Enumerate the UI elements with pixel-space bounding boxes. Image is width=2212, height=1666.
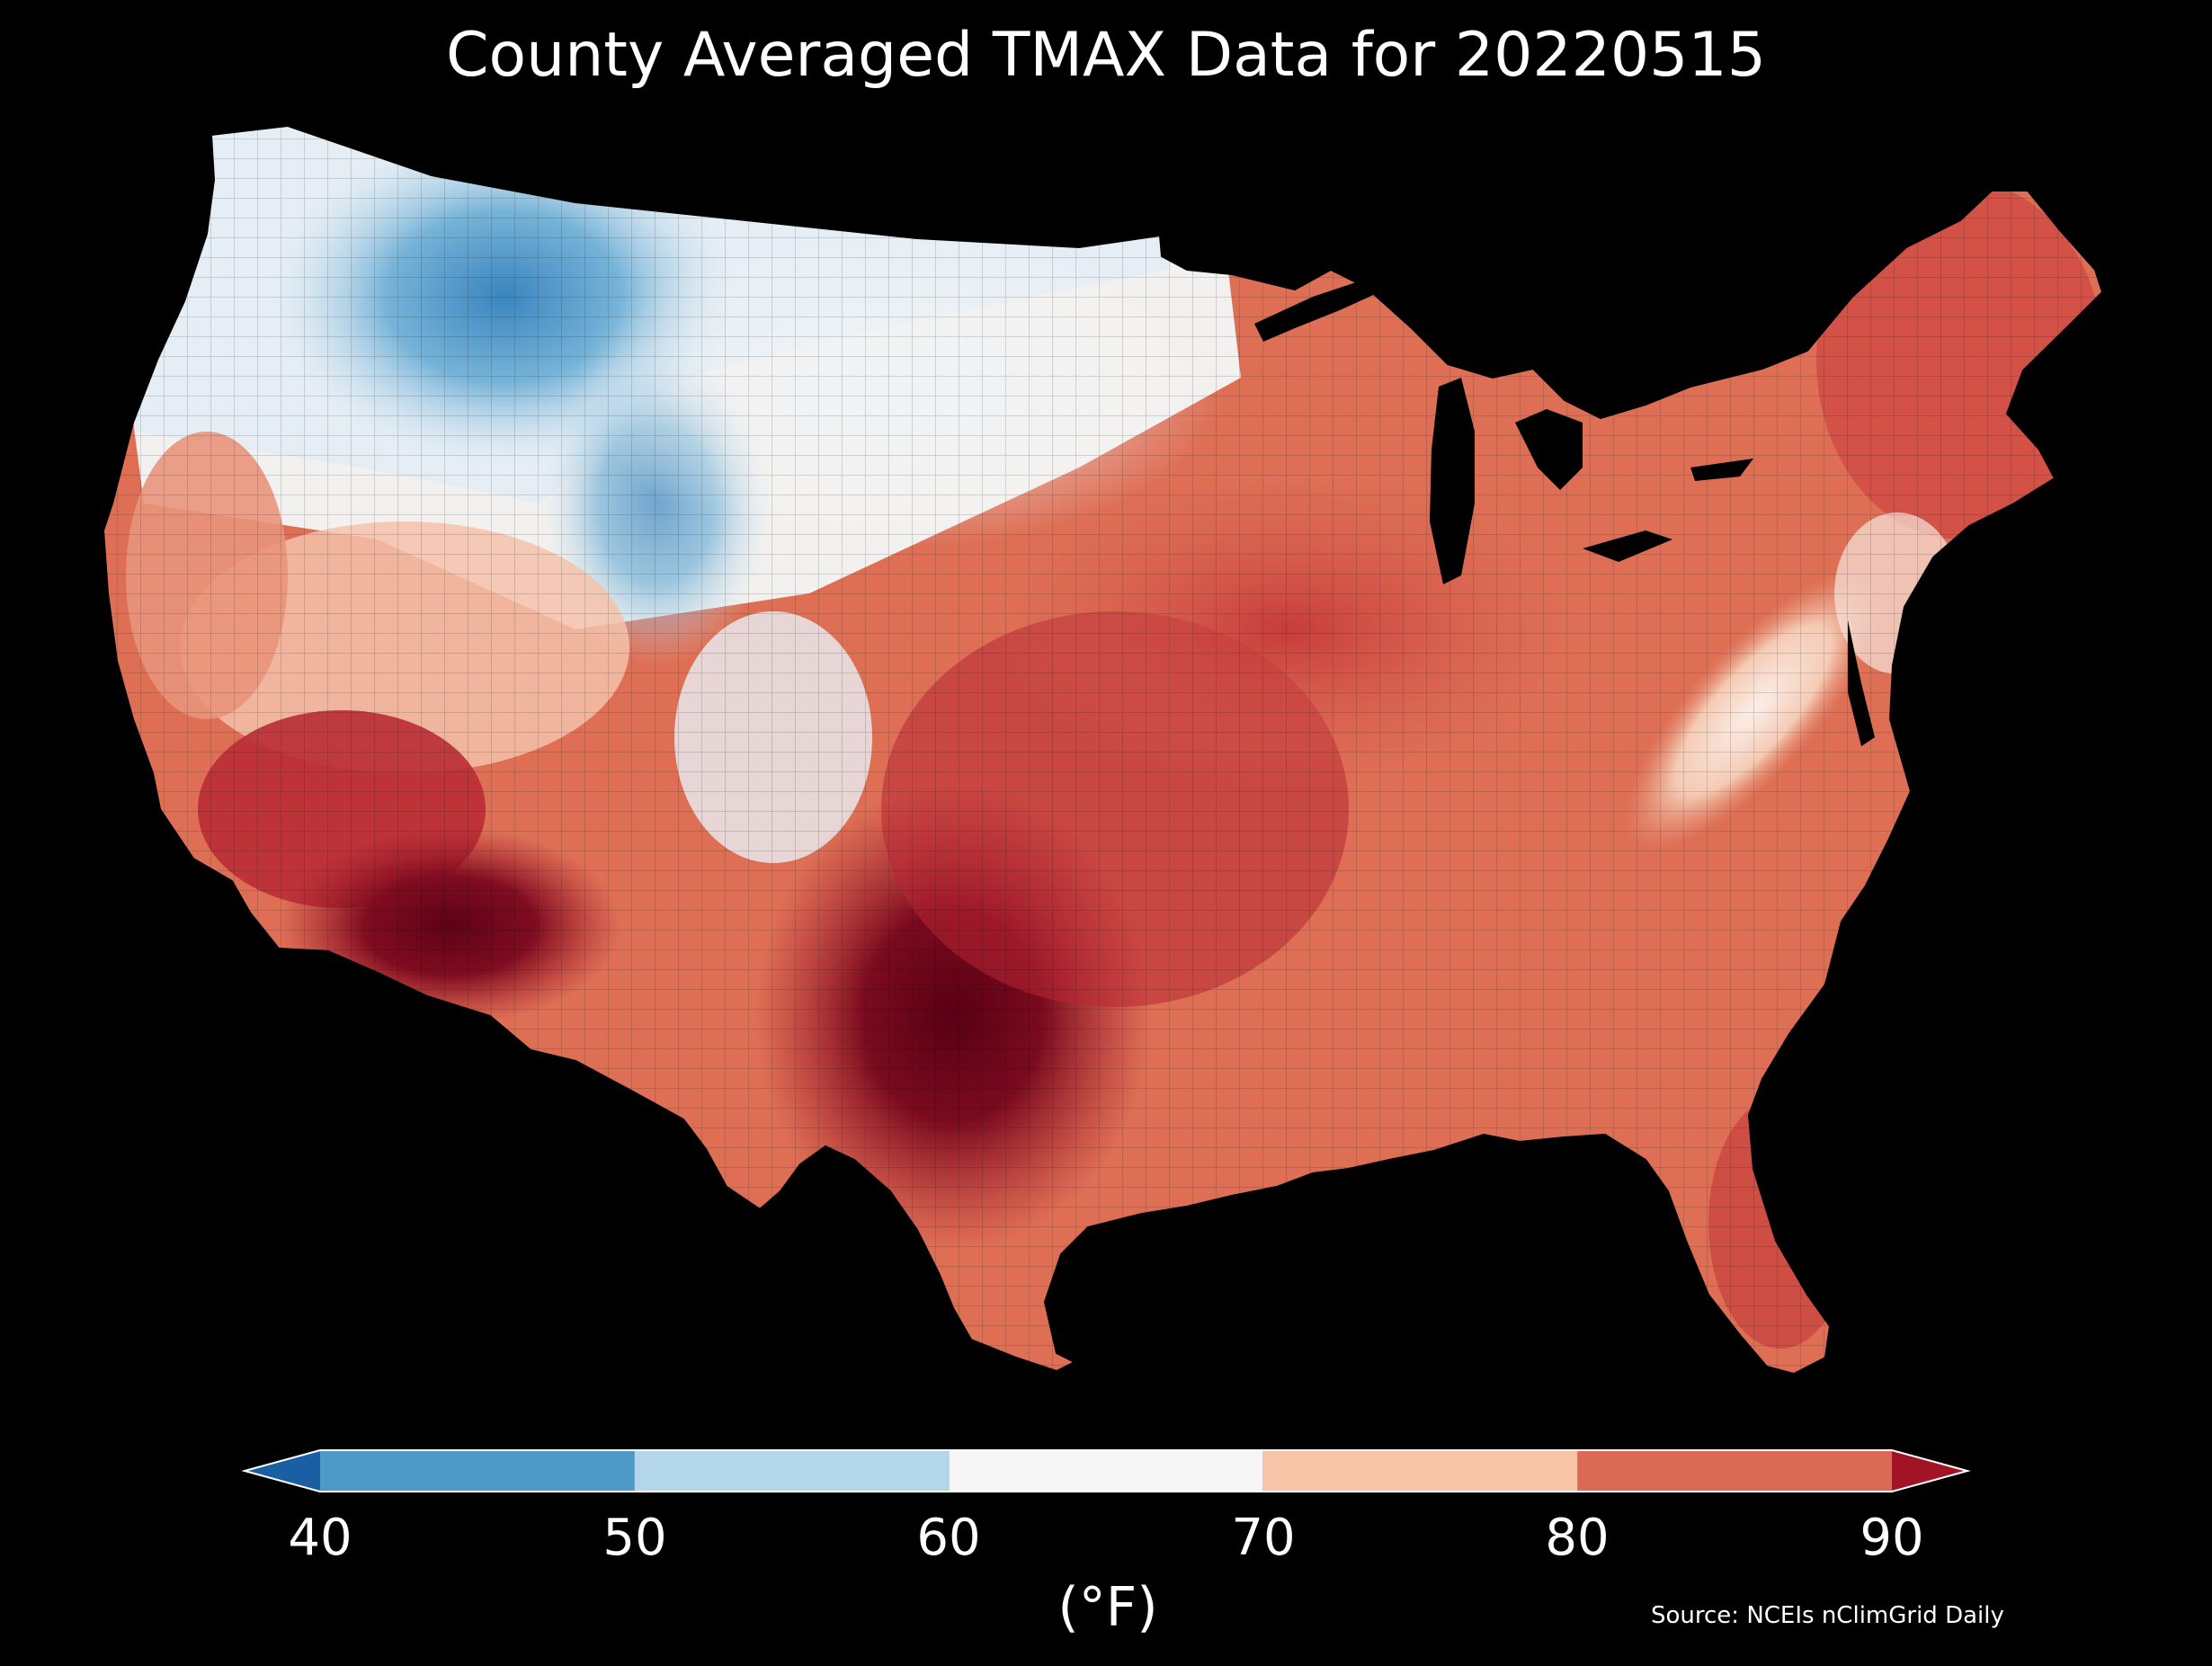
colorbar-over-arrow — [1892, 1450, 1967, 1492]
source-credit: Source: NCEIs nClimGrid Daily — [1651, 1602, 2004, 1629]
colorbar-bin — [634, 1450, 950, 1492]
colorbar-bin — [1262, 1450, 1578, 1492]
colorbar-bin — [1577, 1450, 1892, 1492]
lake-huron — [1515, 409, 1583, 490]
colorbar-tick-label: 90 — [1860, 1509, 1924, 1567]
colorbar-tick-label: 60 — [916, 1509, 981, 1567]
colorbar-tick-label: 80 — [1545, 1509, 1610, 1567]
lake-ontario — [1690, 459, 1753, 481]
chesapeake-bay — [1848, 620, 1875, 746]
colorbar-tick-label: 40 — [288, 1509, 352, 1567]
lake-michigan — [1430, 378, 1475, 584]
map-title: County Averaged TMAX Data for 20220515 — [446, 20, 1766, 91]
lake-erie — [1583, 530, 1672, 562]
colorbar-unit-label: (°F) — [1057, 1576, 1158, 1639]
colorbar-outline — [241, 1449, 1971, 1492]
lake-superior — [1254, 279, 1389, 342]
colorbar-bin — [320, 1450, 635, 1492]
colorbar-under-arrow — [245, 1450, 320, 1492]
colorbar-tick-label: 70 — [1231, 1509, 1296, 1567]
colorbar-bin — [949, 1450, 1263, 1492]
colorbar-tick-label: 50 — [602, 1509, 667, 1567]
